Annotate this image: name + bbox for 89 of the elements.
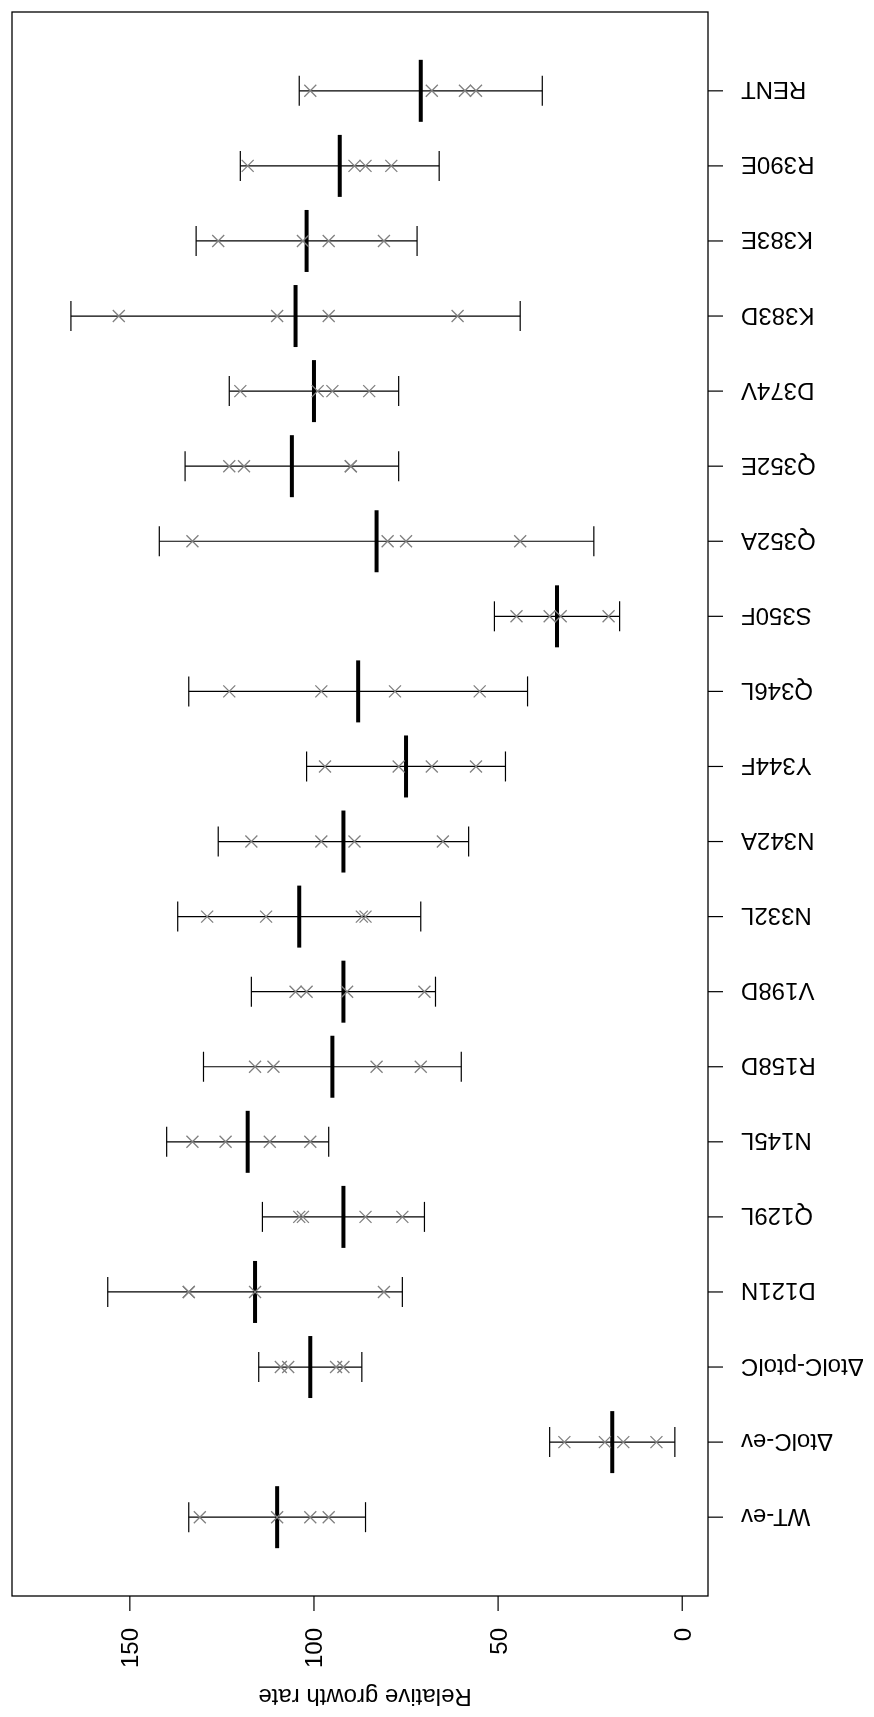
point bbox=[436, 834, 450, 849]
point bbox=[200, 909, 214, 924]
point bbox=[384, 159, 398, 173]
point bbox=[318, 759, 332, 774]
point bbox=[395, 1210, 409, 1224]
y-tick-label: Y344F bbox=[741, 752, 812, 780]
point bbox=[473, 684, 487, 699]
y-tick-label: WT-ev bbox=[741, 1503, 811, 1531]
point bbox=[248, 1285, 262, 1299]
point bbox=[222, 684, 236, 699]
point bbox=[244, 834, 259, 849]
point bbox=[392, 759, 406, 774]
y-tick-label: N332L bbox=[741, 903, 812, 931]
point bbox=[185, 534, 200, 548]
point bbox=[340, 985, 354, 999]
point bbox=[248, 1060, 262, 1074]
point bbox=[322, 309, 336, 323]
x-tick-label: 150 bbox=[116, 1628, 144, 1669]
point bbox=[601, 609, 616, 623]
y-tick-label: RENT bbox=[740, 77, 807, 105]
point bbox=[270, 1510, 284, 1524]
y-tick-label: K383E bbox=[741, 227, 814, 255]
point bbox=[616, 1435, 630, 1449]
y-tick-label: R158D bbox=[741, 1053, 816, 1081]
y-tick-label: Q129L bbox=[741, 1203, 814, 1231]
point bbox=[314, 684, 328, 699]
point bbox=[355, 909, 369, 924]
y-tick-label: S350F bbox=[741, 602, 812, 630]
point bbox=[450, 309, 465, 323]
y-tick-label: K383D bbox=[741, 302, 815, 330]
point bbox=[329, 1360, 343, 1374]
point bbox=[557, 1435, 572, 1449]
point bbox=[336, 1360, 351, 1374]
point bbox=[377, 234, 391, 248]
point bbox=[303, 1135, 317, 1149]
point bbox=[211, 234, 225, 248]
point bbox=[513, 534, 527, 548]
x-tick-label: 100 bbox=[300, 1628, 328, 1669]
point bbox=[218, 1135, 233, 1149]
point bbox=[322, 234, 336, 248]
y-tick-label: N342A bbox=[741, 828, 815, 856]
point bbox=[388, 684, 402, 699]
y-tick-label: Q352A bbox=[741, 527, 816, 555]
y-tick-label: ΔtolC-ev bbox=[741, 1428, 834, 1456]
point bbox=[185, 1135, 200, 1149]
point bbox=[369, 1060, 384, 1074]
point bbox=[362, 384, 376, 398]
point bbox=[322, 1510, 336, 1524]
point bbox=[296, 1210, 310, 1224]
point bbox=[292, 1210, 306, 1224]
point bbox=[380, 534, 395, 548]
point bbox=[303, 84, 317, 98]
point bbox=[358, 909, 373, 924]
y-tick-label: N145L bbox=[741, 1128, 812, 1156]
point bbox=[347, 834, 362, 849]
point bbox=[303, 1510, 317, 1524]
point bbox=[417, 985, 432, 999]
point bbox=[296, 234, 310, 248]
x-axis-title: Relative growth rate bbox=[258, 1683, 472, 1711]
point bbox=[399, 534, 413, 548]
point bbox=[649, 1435, 664, 1449]
point bbox=[358, 1210, 373, 1224]
point bbox=[112, 309, 126, 323]
x-tick-label: 0 bbox=[668, 1628, 696, 1642]
point bbox=[425, 759, 439, 774]
point bbox=[469, 759, 483, 774]
point bbox=[241, 159, 255, 173]
point bbox=[598, 1435, 612, 1449]
point bbox=[314, 834, 328, 849]
point bbox=[266, 1060, 281, 1074]
point bbox=[425, 84, 439, 98]
y-tick-label: D121N bbox=[741, 1278, 816, 1306]
point bbox=[193, 1510, 207, 1524]
point bbox=[414, 1060, 428, 1074]
y-tick-label: R390E bbox=[741, 152, 815, 180]
x-tick-label: 50 bbox=[484, 1628, 512, 1655]
y-tick-label: ΔtolC-ptolC bbox=[741, 1353, 864, 1381]
point bbox=[281, 1360, 295, 1374]
point bbox=[259, 909, 273, 924]
point bbox=[377, 1285, 391, 1299]
point bbox=[263, 1135, 277, 1149]
point bbox=[509, 609, 524, 623]
y-tick-label: Q346L bbox=[741, 677, 814, 705]
y-tick-label: Q352E bbox=[741, 452, 816, 480]
point bbox=[233, 384, 247, 398]
point bbox=[270, 309, 284, 323]
point bbox=[274, 1360, 288, 1374]
y-tick-label: V198D bbox=[741, 978, 815, 1006]
y-tick-label: D374V bbox=[741, 377, 815, 405]
